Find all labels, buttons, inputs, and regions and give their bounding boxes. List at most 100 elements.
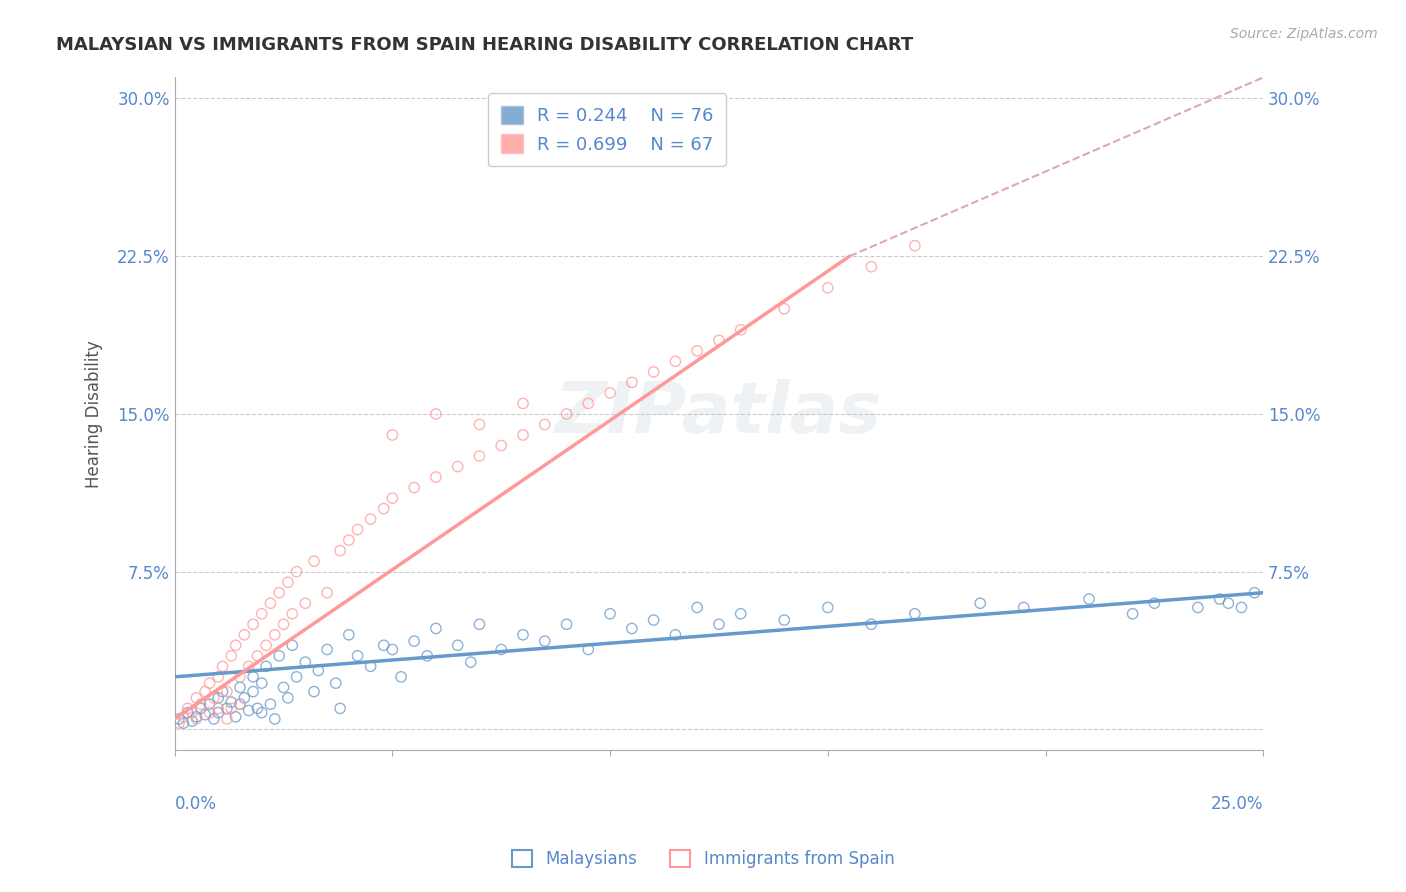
Text: MALAYSIAN VS IMMIGRANTS FROM SPAIN HEARING DISABILITY CORRELATION CHART: MALAYSIAN VS IMMIGRANTS FROM SPAIN HEARI… [56, 36, 914, 54]
Point [447, 459, 470, 474]
Point [202, 712, 225, 726]
Text: Source: ZipAtlas.com: Source: ZipAtlas.com [1230, 27, 1378, 41]
Point [229, 697, 252, 711]
Point [233, 628, 256, 642]
Point [250, 607, 273, 621]
Point [1208, 592, 1230, 607]
Text: 25.0%: 25.0% [1211, 796, 1263, 814]
Point [250, 676, 273, 690]
Point [190, 697, 212, 711]
Point [730, 323, 752, 337]
Point [599, 607, 621, 621]
Point [969, 596, 991, 610]
Point [643, 365, 665, 379]
Point [346, 648, 368, 663]
Point [512, 628, 534, 642]
Point [817, 281, 839, 295]
Point [277, 690, 299, 705]
Point [346, 523, 368, 537]
Point [555, 617, 578, 632]
Point [1078, 592, 1101, 607]
Point [167, 712, 190, 726]
Point [468, 417, 491, 432]
Point [167, 716, 190, 731]
Point [307, 664, 329, 678]
Point [269, 585, 291, 599]
Point [337, 533, 360, 548]
Point [211, 684, 233, 698]
Point [373, 638, 395, 652]
Point [337, 628, 360, 642]
Point [1187, 600, 1209, 615]
Point [242, 670, 264, 684]
Point [707, 617, 730, 632]
Point [860, 617, 883, 632]
Point [686, 600, 709, 615]
Point [229, 681, 252, 695]
Point [207, 670, 229, 684]
Point [190, 701, 212, 715]
Point [1243, 585, 1265, 599]
Point [316, 585, 339, 599]
Point [242, 684, 264, 698]
Point [302, 554, 325, 568]
Point [225, 710, 247, 724]
Point [817, 600, 839, 615]
Point [263, 628, 285, 642]
Point [1218, 596, 1240, 610]
Point [219, 701, 242, 715]
Point [186, 710, 208, 724]
Point [238, 704, 260, 718]
Point [194, 707, 217, 722]
Point [468, 449, 491, 463]
Point [198, 676, 221, 690]
Point [664, 354, 686, 368]
Point [512, 428, 534, 442]
Point [360, 659, 382, 673]
Point [904, 238, 927, 252]
Point [219, 648, 242, 663]
Point [172, 710, 194, 724]
Point [277, 575, 299, 590]
Point [904, 607, 927, 621]
Point [404, 481, 426, 495]
Point [389, 670, 412, 684]
Point [172, 716, 194, 731]
Point [302, 684, 325, 698]
Point [233, 690, 256, 705]
Point [533, 634, 555, 648]
Legend: R = 0.244    N = 76, R = 0.699    N = 67: R = 0.244 N = 76, R = 0.699 N = 67 [488, 93, 727, 166]
Point [325, 676, 347, 690]
Point [425, 470, 447, 484]
Point [576, 396, 599, 410]
Point [1122, 607, 1144, 621]
Point [225, 638, 247, 652]
Point [329, 701, 352, 715]
Point [489, 438, 512, 452]
Point [242, 617, 264, 632]
Point [219, 695, 242, 709]
Point [285, 565, 308, 579]
Point [468, 617, 491, 632]
Point [194, 684, 217, 698]
Point [207, 706, 229, 720]
Point [207, 690, 229, 705]
Point [215, 684, 238, 698]
Point [460, 655, 482, 669]
Text: ZIPatlas: ZIPatlas [555, 379, 883, 449]
Point [202, 690, 225, 705]
Point [263, 712, 285, 726]
Point [294, 596, 316, 610]
Point [447, 638, 470, 652]
Point [294, 655, 316, 669]
Point [177, 706, 200, 720]
Point [215, 701, 238, 715]
Point [1143, 596, 1166, 610]
Point [186, 690, 208, 705]
Point [381, 491, 404, 505]
Y-axis label: Hearing Disability: Hearing Disability [86, 340, 103, 488]
Point [533, 417, 555, 432]
Text: 0.0%: 0.0% [174, 796, 217, 814]
Point [273, 681, 295, 695]
Point [198, 706, 221, 720]
